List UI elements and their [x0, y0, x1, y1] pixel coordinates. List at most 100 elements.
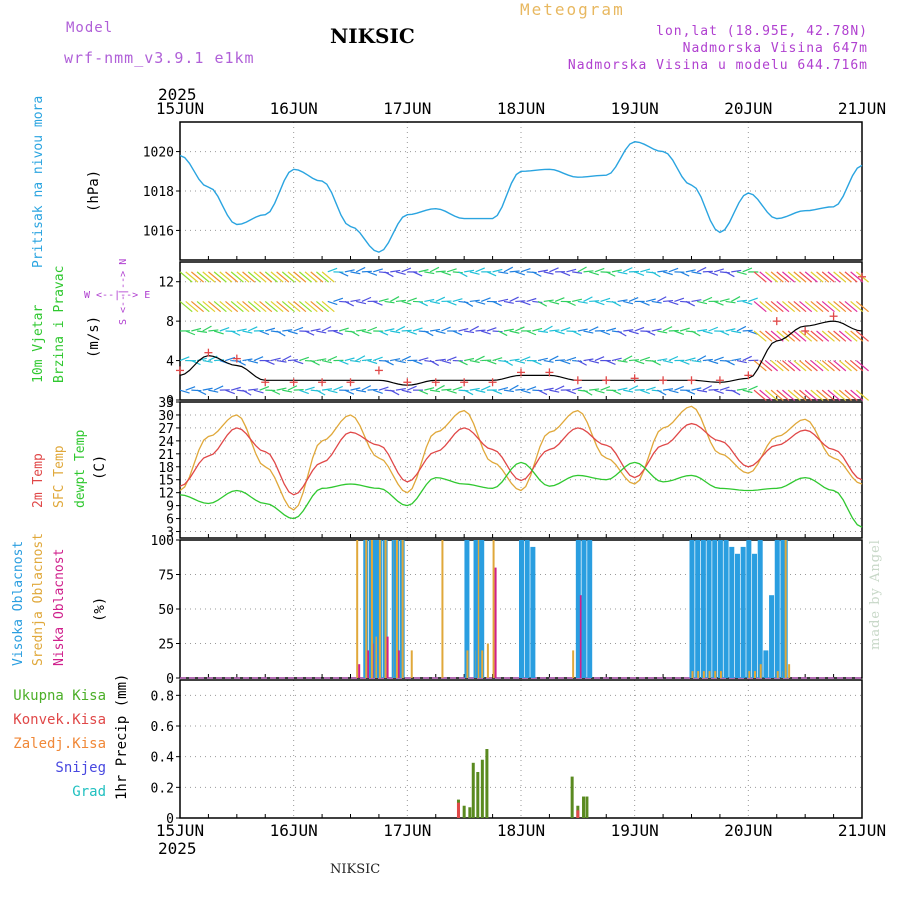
precip-legend-item: Konvek.Kisa	[13, 712, 106, 728]
wind-barb	[628, 385, 639, 391]
y-tick-label: 75	[158, 569, 174, 584]
cloud-bar-mid	[714, 671, 717, 678]
wind-barb	[247, 300, 261, 313]
wind-barb	[804, 330, 818, 342]
wind-barb	[492, 268, 503, 273]
wind-barb	[469, 359, 480, 364]
wind-barb	[600, 385, 611, 391]
wind-barb	[611, 389, 622, 395]
wind-barb	[429, 300, 440, 305]
precip-legend-item: Grad	[72, 784, 106, 800]
wind-barb	[764, 389, 779, 401]
wind-barb	[486, 360, 497, 365]
wind-barb	[418, 357, 429, 362]
wind-barb	[498, 271, 509, 275]
wind-barb	[458, 389, 469, 392]
wind-barb	[236, 360, 246, 366]
wind-barb	[270, 271, 284, 283]
wind-barb	[697, 389, 708, 393]
wind-barb	[555, 359, 566, 362]
wind-barb	[833, 360, 847, 372]
wind-barb	[742, 355, 752, 362]
wind-barb	[361, 385, 372, 391]
wind-barb	[685, 357, 696, 362]
wind-barb	[344, 269, 355, 273]
wind-barb	[338, 271, 349, 277]
wind-barb	[583, 270, 594, 273]
wind-barb	[321, 326, 332, 332]
wind-barb	[821, 300, 835, 313]
wind-barb	[651, 328, 662, 332]
cloud-bar-mid	[708, 671, 711, 678]
wind-barb	[515, 388, 526, 391]
wind-barb	[435, 330, 446, 335]
wind-barb	[321, 300, 335, 313]
wind-barb	[407, 385, 417, 391]
wind-barb	[219, 300, 233, 313]
wind-barb	[697, 300, 708, 305]
wind-barb	[696, 355, 707, 362]
wind-barb	[230, 271, 244, 283]
wind-barb	[537, 300, 548, 307]
wind-barb	[532, 271, 542, 277]
model-label: Model	[66, 20, 114, 36]
wind-barb	[731, 358, 742, 362]
wind-barb	[691, 359, 702, 363]
wind-barb	[594, 356, 605, 362]
wind-barb	[390, 389, 400, 396]
wind-barb	[492, 300, 502, 307]
wind-barb	[441, 326, 451, 332]
wind-barb	[714, 300, 724, 306]
wind-barb	[225, 389, 236, 395]
wind-barb	[208, 329, 219, 332]
wind-barb	[611, 357, 622, 362]
wind-barb	[242, 300, 256, 313]
wind-barb	[390, 330, 401, 334]
wind-barb	[373, 389, 383, 394]
wind-barb	[691, 299, 702, 303]
wind-barb	[321, 271, 335, 283]
precip-bar-total	[476, 772, 480, 818]
wind-barb	[515, 359, 526, 364]
wind-barb	[640, 300, 650, 306]
wind-barb	[259, 300, 273, 313]
wind-barb	[333, 330, 344, 335]
cloud-bar-high	[757, 540, 763, 678]
wind-barb	[298, 271, 312, 283]
wind-barb	[304, 330, 315, 336]
time-label-bottom: 16JUN	[270, 821, 318, 840]
wind-barb	[247, 326, 258, 332]
wind-barb	[236, 300, 250, 313]
precip-bar-total	[462, 805, 466, 818]
wind-barb	[600, 271, 611, 273]
wind-barb	[378, 298, 389, 303]
wind-barb	[367, 271, 378, 276]
wind-barb	[480, 385, 491, 391]
wind-barb	[395, 271, 406, 276]
wind-barb	[736, 387, 747, 391]
wind-barb	[708, 326, 719, 332]
cloud-bar-mid	[784, 540, 787, 678]
wind-barb	[844, 360, 858, 372]
wind-barb	[509, 384, 519, 391]
wind-barb	[714, 356, 724, 362]
wind-barb	[617, 330, 627, 337]
wind-barb	[742, 267, 753, 273]
cloud-bar-mid	[378, 540, 381, 678]
wind-barb	[855, 389, 869, 401]
wind-barb	[446, 300, 457, 306]
wind-barb	[475, 355, 485, 362]
wind-barb	[395, 325, 406, 332]
wind-barb	[691, 271, 702, 275]
wind-barb	[611, 300, 622, 307]
cloud-bar-mid	[466, 650, 469, 678]
wind-barb	[520, 268, 531, 273]
wind-barb	[435, 358, 446, 362]
dewpt-line	[179, 461, 863, 528]
wind-barb	[435, 384, 445, 391]
cloud-bar-low	[367, 650, 370, 678]
cloud-bar-mid	[759, 664, 762, 678]
wind-barb	[344, 357, 355, 362]
wind-barb	[537, 269, 549, 273]
